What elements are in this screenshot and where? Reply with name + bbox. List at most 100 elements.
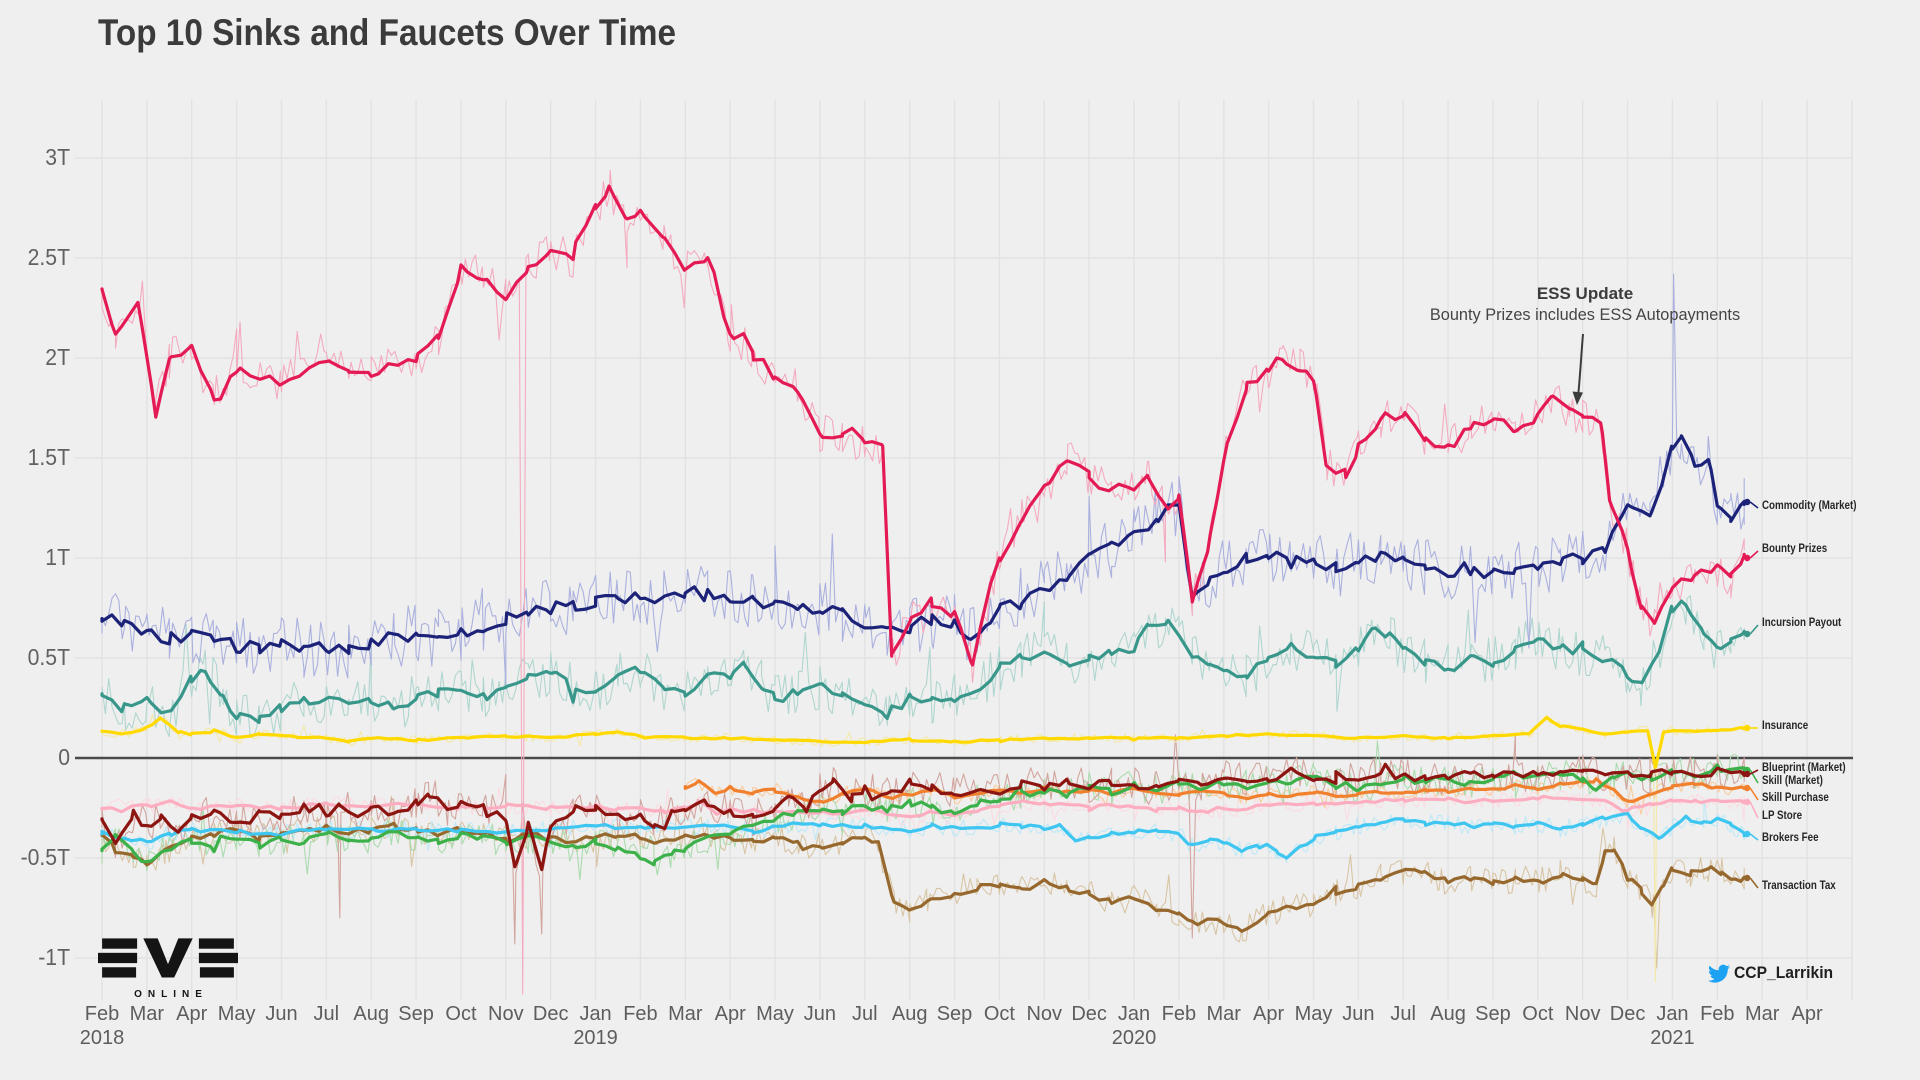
series-raw-line-incursion-payout (101, 595, 1745, 738)
x-month-label: Jun (265, 1003, 298, 1025)
twitter-credit: CCP_Larrikin (1708, 962, 1842, 984)
x-month-label: May (756, 1003, 794, 1025)
y-tick-label-0: 0 (58, 744, 70, 770)
y-tick-label-0.5T: 0.5T (27, 644, 70, 670)
x-month-label: Feb (1700, 1003, 1735, 1025)
x-year-label-2018: 2018 (79, 1027, 125, 1049)
series-line-skill-market (100, 763, 1746, 867)
x-month-label: Jan (1117, 1003, 1151, 1025)
legend-label-brokers-fee: Brokers Fee (1762, 832, 1819, 844)
x-month-label: Apr (714, 1003, 746, 1025)
legend-label-commodity-market: Commodity (Market) (1762, 500, 1857, 512)
x-month-label: Mar (1744, 1003, 1780, 1025)
legend-label-bounty-prizes: Bounty Prizes (1762, 543, 1828, 555)
legend-connector-transaction-tax (1749, 877, 1759, 889)
y-tick-label-2T: 2T (45, 344, 70, 370)
legend-dot-lp-store (1744, 798, 1751, 806)
x-month-label: Jan (579, 1003, 612, 1025)
series-line-bounty-prizes (100, 184, 1746, 667)
x-month-label: Jul (313, 1003, 340, 1025)
x-month-label: Jul (851, 1003, 878, 1025)
series-raw-line-commodity-market (101, 273, 1745, 688)
legend-label-insurance: Insurance (1762, 720, 1809, 732)
legend-connector-bounty-prizes (1749, 550, 1759, 559)
y-tick-label-2.5T: 2.5T (27, 244, 70, 270)
x-month-label: Aug (1430, 1003, 1466, 1025)
eve-online-subtext: ONLINE (134, 989, 208, 1000)
legend-dot-skill-purchase (1744, 784, 1751, 792)
x-month-label: Nov (1564, 1003, 1601, 1025)
x-year-label-2019: 2019 (573, 1027, 618, 1049)
annotation-title: ESS Update (1536, 284, 1634, 303)
series-line-blueprint-market (100, 762, 1746, 872)
legend-dot-brokers-fee (1744, 830, 1751, 838)
x-month-label: Nov (488, 1003, 524, 1025)
y-tick-label--0.5T: -0.5T (20, 844, 70, 870)
x-year-label-2021: 2021 (1650, 1027, 1695, 1049)
legend-dot-commodity-market (1744, 498, 1751, 506)
eve-online-logo: ONLINE (98, 936, 238, 1000)
legend-label-incursion-payout: Incursion Payout (1762, 617, 1842, 629)
x-month-label: Feb (1161, 1003, 1197, 1025)
x-month-label: Jul (1390, 1003, 1416, 1025)
legend-connector-commodity-market (1749, 501, 1759, 509)
y-tick-label--1T: -1T (38, 944, 70, 970)
x-month-label: Apr (1791, 1003, 1823, 1025)
x-month-label: Sep (936, 1003, 973, 1025)
x-month-label: May (217, 1003, 256, 1025)
series-line-skill-purchase (683, 777, 1746, 804)
eve-logo-glyph (98, 938, 238, 978)
series-line-incursion-payout (100, 599, 1746, 724)
x-month-label: Jan (1656, 1003, 1689, 1025)
series-line-transaction-tax (100, 821, 1746, 933)
x-month-label: May (1294, 1003, 1333, 1025)
page-title: Top 10 Sinks and Faucets Over Time (98, 12, 677, 53)
x-month-label: Aug (891, 1003, 928, 1025)
x-month-label: Feb (623, 1003, 658, 1025)
x-month-label: Oct (445, 1003, 477, 1025)
x-month-label: Jun (803, 1003, 837, 1025)
x-month-label: Apr (1253, 1003, 1285, 1025)
x-month-label: Mar (1206, 1003, 1241, 1025)
legend-label-blueprint-market: Blueprint (Market) (1762, 762, 1846, 774)
x-month-label: Dec (532, 1003, 569, 1025)
legend-dot-transaction-tax (1744, 874, 1751, 882)
legend-connector-skill-purchase (1749, 787, 1759, 801)
legend-connector-brokers-fee (1749, 833, 1759, 841)
legend-dot-insurance (1744, 724, 1751, 732)
x-month-label: Jun (1342, 1003, 1375, 1025)
legend-label-skill-purchase: Skill Purchase (1762, 792, 1829, 804)
legend-label-skill-market: Skill (Market) (1762, 775, 1823, 787)
legend-dot-incursion-payout (1744, 630, 1751, 638)
x-month-label: Aug (353, 1003, 390, 1025)
legend-connector-blueprint-market (1749, 769, 1759, 775)
legend-label-lp-store: LP Store (1762, 810, 1803, 822)
x-month-label: Sep (1475, 1003, 1511, 1025)
series-raw-line-transaction-tax (101, 795, 1745, 969)
series-line-insurance (100, 715, 1746, 769)
x-month-label: Apr (176, 1003, 208, 1025)
series-raw-line-bounty-prizes (101, 169, 1745, 995)
legend-connector-skill-market (1749, 769, 1759, 784)
y-tick-label-1.5T: 1.5T (27, 444, 70, 470)
y-tick-label-3T: 3T (45, 144, 70, 170)
series-line-lp-store (100, 794, 1746, 819)
legend-connector-incursion-payout (1749, 624, 1759, 635)
annotation-subtitle: Bounty Prizes includes ESS Autopayments (1429, 305, 1741, 324)
legend-dot-blueprint-market (1744, 770, 1751, 778)
ess-update-annotation: ESS Update Bounty Prizes includes ESS Au… (1385, 283, 1785, 325)
series-raw-line-insurance (101, 714, 1745, 983)
series-line-brokers-fee (100, 811, 1746, 860)
x-month-label: Nov (1026, 1003, 1063, 1025)
x-month-label: Mar (668, 1003, 703, 1025)
series-line-commodity-market (100, 434, 1746, 655)
annotation-arrowhead (1572, 391, 1583, 405)
twitter-bird-icon (1708, 964, 1730, 983)
legend-connector-lp-store (1749, 801, 1759, 819)
x-month-label: Oct (1522, 1003, 1554, 1025)
x-year-label-2020: 2020 (1111, 1027, 1157, 1049)
x-month-label: Dec (1071, 1003, 1107, 1025)
x-month-label: Feb (84, 1003, 120, 1025)
